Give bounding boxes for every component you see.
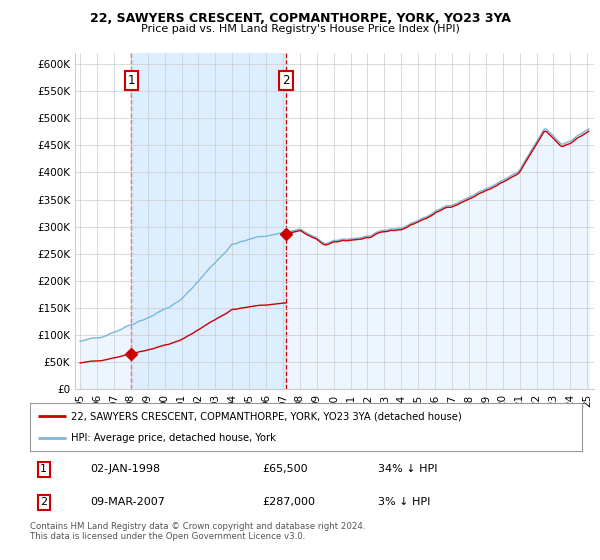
Text: 22, SAWYERS CRESCENT, COPMANTHORPE, YORK, YO23 3YA: 22, SAWYERS CRESCENT, COPMANTHORPE, YORK…	[89, 12, 511, 25]
Text: 09-MAR-2007: 09-MAR-2007	[91, 497, 166, 507]
Text: 02-JAN-1998: 02-JAN-1998	[91, 464, 161, 474]
Text: 22, SAWYERS CRESCENT, COPMANTHORPE, YORK, YO23 3YA (detached house): 22, SAWYERS CRESCENT, COPMANTHORPE, YORK…	[71, 411, 462, 421]
Text: 1: 1	[128, 74, 135, 87]
Text: 2: 2	[283, 74, 290, 87]
Text: 3% ↓ HPI: 3% ↓ HPI	[378, 497, 430, 507]
Bar	[131, 53, 286, 389]
Text: £287,000: £287,000	[262, 497, 315, 507]
Text: 1: 1	[40, 464, 47, 474]
Text: Contains HM Land Registry data © Crown copyright and database right 2024.
This d: Contains HM Land Registry data © Crown c…	[30, 522, 365, 542]
Text: 34% ↓ HPI: 34% ↓ HPI	[378, 464, 437, 474]
Text: £65,500: £65,500	[262, 464, 307, 474]
Text: HPI: Average price, detached house, York: HPI: Average price, detached house, York	[71, 433, 276, 443]
Text: 2: 2	[40, 497, 47, 507]
Text: Price paid vs. HM Land Registry's House Price Index (HPI): Price paid vs. HM Land Registry's House …	[140, 24, 460, 34]
